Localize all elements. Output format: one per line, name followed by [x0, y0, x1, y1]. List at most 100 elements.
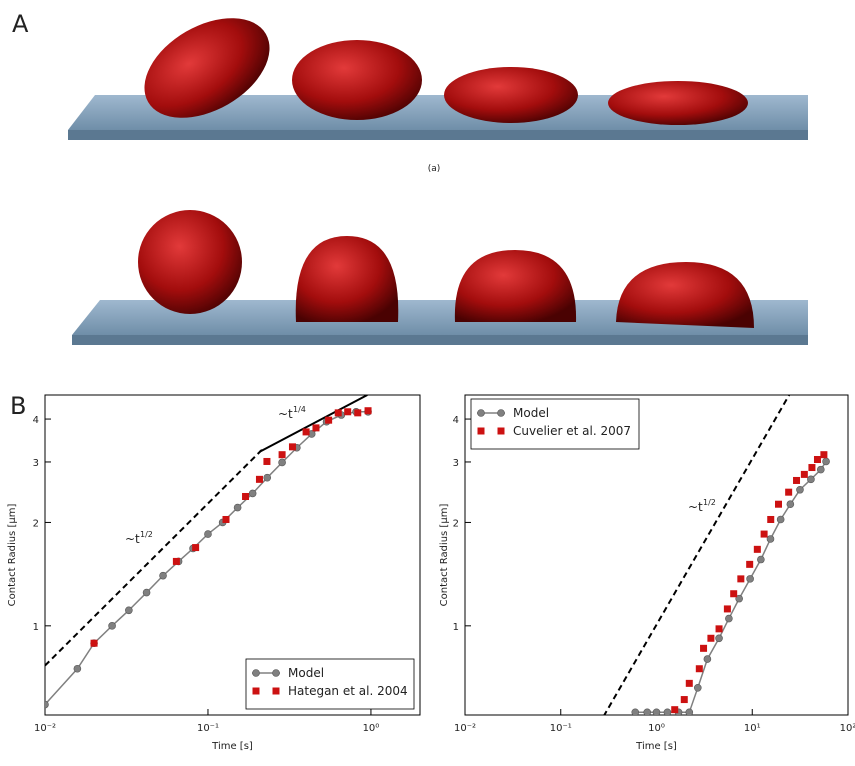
- marker: [685, 679, 693, 687]
- marker: [125, 606, 133, 615]
- marker: [700, 644, 708, 652]
- marker: [263, 473, 272, 482]
- panel-label: A: [12, 10, 29, 38]
- y-tick-label: 4: [33, 415, 39, 426]
- legend-box: [470, 398, 640, 450]
- x-tick-label: 10¹: [744, 723, 761, 734]
- marker: [263, 457, 271, 465]
- marker: [737, 575, 745, 583]
- plot-area: [45, 395, 372, 709]
- marker: [703, 655, 712, 663]
- marker: [159, 571, 167, 580]
- marker: [808, 464, 816, 472]
- x-tick-label: 10⁻¹: [550, 723, 572, 734]
- legend-label: Model: [513, 406, 549, 420]
- series-line: [635, 461, 827, 714]
- marker: [766, 535, 775, 543]
- marker: [800, 470, 808, 478]
- caption: (a): [428, 164, 441, 174]
- marker: [222, 515, 230, 523]
- legend-marker: [272, 687, 280, 695]
- marker: [204, 530, 212, 538]
- marker: [707, 634, 715, 642]
- marker: [255, 475, 263, 483]
- annotation-sup: 1/2: [140, 530, 153, 539]
- legend-label: Cuvelier et al. 2007: [513, 424, 631, 438]
- marker: [793, 476, 801, 484]
- legend-box: [245, 658, 415, 710]
- legend-marker: [252, 669, 260, 677]
- render-top: [68, 18, 808, 140]
- legend-marker: [272, 669, 280, 677]
- marker: [817, 465, 825, 474]
- annotation-sup: 1/2: [703, 498, 716, 507]
- marker: [325, 416, 333, 424]
- marker: [813, 455, 821, 463]
- y-tick-label: 2: [453, 518, 459, 529]
- reference-line: [603, 395, 791, 715]
- marker: [753, 545, 761, 553]
- x-tick-label: 10⁻¹: [197, 723, 219, 734]
- panel-label: B: [10, 392, 26, 420]
- marker: [643, 708, 652, 715]
- y-tick-label: 3: [33, 458, 39, 469]
- annotation: ~t: [278, 407, 293, 421]
- marker: [334, 409, 342, 417]
- y-axis-label: Contact Radius [μm]: [439, 504, 450, 607]
- marker: [695, 665, 703, 673]
- x-tick-label: 10⁰: [648, 723, 665, 734]
- marker: [45, 700, 49, 709]
- legend-marker: [252, 687, 260, 695]
- x-tick-label: 10⁰: [363, 723, 380, 734]
- marker: [192, 544, 200, 552]
- marker: [278, 458, 286, 467]
- legend-label: Hategan et al. 2004: [288, 684, 408, 698]
- legend-marker: [477, 427, 485, 435]
- y-tick-label: 1: [33, 622, 39, 633]
- marker: [680, 696, 688, 704]
- marker: [796, 485, 804, 494]
- marker: [730, 590, 738, 598]
- marker: [746, 575, 754, 583]
- plot-frame: [44, 394, 421, 716]
- y-tick-label: 2: [33, 518, 39, 529]
- x-axis-label: Time [s]: [211, 741, 253, 752]
- x-tick-label: 10²: [840, 723, 855, 734]
- marker: [242, 492, 250, 500]
- annotation: ~t: [688, 500, 703, 514]
- marker: [652, 708, 661, 715]
- marker: [775, 500, 783, 508]
- legend-marker: [477, 409, 485, 417]
- annotation: ~t: [125, 532, 140, 546]
- marker: [354, 409, 362, 417]
- marker: [767, 515, 775, 523]
- marker: [715, 634, 723, 643]
- marker: [288, 443, 296, 451]
- marker: [364, 407, 372, 415]
- marker: [694, 684, 702, 692]
- x-axis-label: Time [s]: [635, 741, 677, 752]
- reference-line: [45, 448, 263, 667]
- marker: [685, 708, 694, 715]
- marker: [735, 594, 743, 603]
- y-tick-label: 1: [453, 622, 459, 633]
- marker: [278, 451, 286, 459]
- marker: [312, 424, 320, 432]
- legend-marker: [497, 409, 505, 417]
- marker: [746, 560, 754, 568]
- plot-area: [603, 395, 830, 715]
- reference-line: [258, 395, 368, 453]
- marker: [142, 588, 151, 597]
- marker: [715, 625, 723, 633]
- marker: [807, 475, 815, 484]
- marker: [671, 706, 679, 714]
- marker: [248, 489, 257, 498]
- marker: [172, 557, 180, 565]
- annotation-sup: 1/4: [293, 405, 306, 414]
- marker: [631, 708, 640, 715]
- y-tick-label: 3: [453, 458, 459, 469]
- marker: [663, 708, 672, 715]
- marker: [760, 530, 768, 538]
- marker: [233, 503, 242, 512]
